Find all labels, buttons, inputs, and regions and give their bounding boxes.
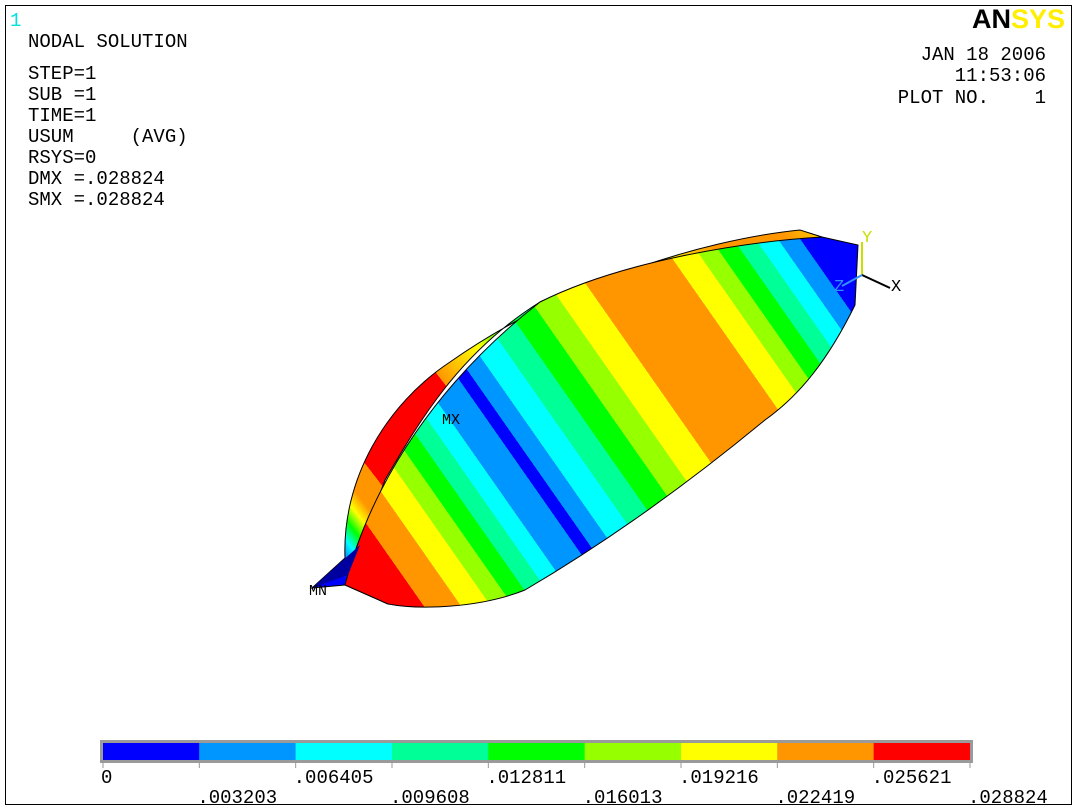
header-line: TIME=1 [28, 105, 96, 127]
triad-axis [861, 274, 891, 289]
legend-label: .019216 [679, 767, 759, 789]
header-line: DMX =.028824 [28, 168, 165, 190]
logo-sys: SYS [1011, 4, 1065, 34]
logo: ANSYS [972, 4, 1065, 34]
logo-an: AN [972, 4, 1011, 34]
date: JAN 18 2006 [921, 44, 1046, 66]
header-line: SUB =1 [28, 84, 96, 106]
header-title: NODAL SOLUTION [28, 31, 188, 53]
model [310, 229, 891, 608]
legend-label: .003203 [197, 787, 277, 809]
triad-z: Z [834, 278, 844, 297]
min-label: MN [309, 583, 327, 600]
max-label: MX [442, 412, 460, 429]
legend-label: .028824 [968, 787, 1048, 809]
header-line: SMX =.028824 [28, 189, 165, 211]
legend: 0 .003203 .006405 .009608 .012811 .016013 .019… [101, 743, 1048, 809]
header-line: STEP=1 [28, 63, 96, 85]
legend-swatch [681, 743, 778, 760]
header-line: RSYS=0 [28, 147, 96, 169]
legend-swatch [584, 743, 681, 760]
legend-swatch [488, 743, 585, 760]
triad-y: Y [862, 229, 872, 248]
legend-swatch [199, 743, 296, 760]
legend-label: .012811 [486, 767, 566, 789]
legend-label: .006405 [294, 767, 374, 789]
legend-label: .025621 [872, 767, 952, 789]
window-number: 1 [10, 10, 21, 32]
tip [312, 545, 360, 588]
time: 11:53:06 [955, 65, 1046, 87]
legend-label: .022419 [775, 787, 855, 809]
legend-swatch [873, 743, 970, 760]
triad-x: X [891, 278, 901, 297]
legend-swatch [392, 743, 489, 760]
triad-axis [841, 274, 863, 287]
header-line: USUM (AVG) [28, 126, 188, 148]
plot-number: PLOT NO. 1 [898, 87, 1046, 109]
legend-swatch [777, 743, 874, 760]
legend-label: .016013 [583, 787, 663, 809]
legend-swatch [103, 743, 200, 760]
front-surface [344, 236, 859, 608]
legend-swatch [295, 743, 392, 760]
legend-label: 0 [101, 767, 112, 789]
legend-label: .009608 [390, 787, 470, 809]
